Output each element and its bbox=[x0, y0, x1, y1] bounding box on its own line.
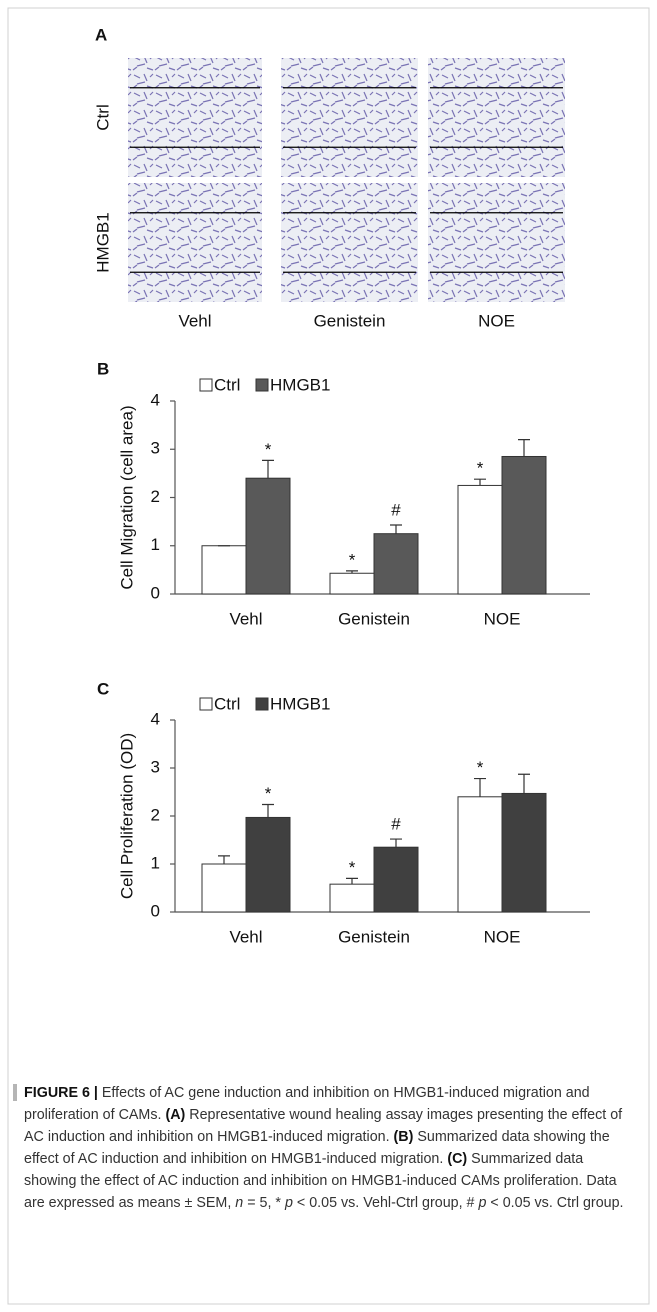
row-label: Ctrl bbox=[93, 104, 112, 130]
significance-mark: # bbox=[391, 500, 401, 519]
bar bbox=[373, 533, 419, 595]
error-bar bbox=[518, 773, 530, 794]
bar bbox=[501, 455, 547, 595]
significance-mark: * bbox=[349, 550, 356, 569]
error-bar bbox=[518, 439, 530, 457]
significance-mark: # bbox=[391, 815, 401, 834]
significance-mark: * bbox=[349, 858, 356, 877]
x-tick-label: Vehl bbox=[229, 927, 262, 946]
bar bbox=[457, 484, 503, 595]
significance-mark: * bbox=[477, 758, 484, 777]
error-bar bbox=[346, 570, 358, 574]
x-tick-label: NOE bbox=[484, 927, 521, 946]
bar bbox=[501, 792, 547, 913]
micrograph bbox=[428, 183, 565, 302]
error-bar bbox=[346, 877, 358, 885]
y-tick-label: 1 bbox=[151, 853, 160, 872]
legend-label: Ctrl bbox=[214, 694, 240, 713]
caption-text: Representative wound healing assay image… bbox=[24, 1107, 623, 1145]
panel-label: A bbox=[95, 25, 107, 44]
caption-text: p bbox=[284, 1195, 293, 1211]
micrograph bbox=[128, 58, 262, 177]
x-tick-label: Genistein bbox=[338, 609, 410, 628]
bar bbox=[457, 796, 503, 913]
figure-frame bbox=[7, 7, 650, 1305]
legend-swatch bbox=[255, 697, 269, 711]
caption-text: (B) bbox=[393, 1129, 414, 1145]
micrograph bbox=[428, 58, 565, 177]
legend-swatch bbox=[255, 378, 269, 392]
caption-text: (A) bbox=[165, 1107, 186, 1123]
micrograph bbox=[281, 183, 418, 302]
bar bbox=[245, 477, 291, 595]
error-bar bbox=[474, 777, 486, 797]
error-bar bbox=[390, 524, 402, 534]
y-tick-label: 0 bbox=[151, 901, 160, 920]
bar bbox=[329, 572, 375, 595]
y-tick-label: 4 bbox=[151, 390, 160, 409]
panel-label: B bbox=[97, 359, 109, 378]
error-bar bbox=[262, 803, 274, 818]
col-label: Genistein bbox=[314, 311, 386, 330]
caption-bar bbox=[13, 1084, 17, 1101]
legend-label: HMGB1 bbox=[270, 375, 330, 394]
legend-label: Ctrl bbox=[214, 375, 240, 394]
caption-text: n bbox=[235, 1195, 244, 1211]
caption-text: < 0.05 vs. Ctrl group. bbox=[486, 1195, 624, 1211]
error-bar bbox=[218, 855, 230, 864]
x-tick-label: Vehl bbox=[229, 609, 262, 628]
y-tick-label: 2 bbox=[151, 805, 160, 824]
legend-swatch bbox=[199, 378, 213, 392]
y-tick-label: 1 bbox=[151, 535, 160, 554]
significance-mark: * bbox=[265, 440, 272, 459]
row-label: HMGB1 bbox=[93, 212, 112, 272]
caption-text: = 5, * bbox=[243, 1195, 285, 1211]
caption: FIGURE 6 | Effects of AC gene induction … bbox=[24, 1082, 636, 1214]
y-tick-label: 3 bbox=[151, 439, 160, 458]
col-label: NOE bbox=[478, 311, 515, 330]
bar bbox=[201, 863, 247, 913]
error-bar bbox=[390, 838, 402, 848]
y-tick-label: 2 bbox=[151, 487, 160, 506]
caption-text: Summarized data showing the effect of AC… bbox=[24, 1151, 617, 1211]
x-tick-label: NOE bbox=[484, 609, 521, 628]
caption-label: FIGURE 6 | bbox=[24, 1085, 98, 1101]
caption-text: Summarized data showing the effect of AC… bbox=[24, 1129, 610, 1167]
col-label: Vehl bbox=[178, 311, 211, 330]
legend-swatch bbox=[199, 697, 213, 711]
micrograph bbox=[128, 183, 262, 302]
y-tick-label: 0 bbox=[151, 583, 160, 602]
bar bbox=[245, 816, 291, 913]
caption-text: p bbox=[478, 1195, 487, 1211]
y-tick-label: 3 bbox=[151, 757, 160, 776]
caption-text: Effects of AC gene induction and inhibit… bbox=[24, 1085, 590, 1123]
significance-mark: * bbox=[265, 784, 272, 803]
bar bbox=[329, 883, 375, 913]
panel-label: C bbox=[97, 679, 109, 698]
error-bar bbox=[262, 459, 274, 479]
y-tick-label: 4 bbox=[151, 709, 160, 728]
bar bbox=[201, 545, 247, 595]
bar bbox=[373, 846, 419, 913]
y-axis-label: Cell Migration (cell area) bbox=[117, 405, 136, 589]
error-bar bbox=[474, 478, 486, 486]
caption-text: (C) bbox=[447, 1151, 468, 1167]
x-tick-label: Genistein bbox=[338, 927, 410, 946]
y-axis-label: Cell Proliferation (OD) bbox=[117, 733, 136, 899]
caption-text: < 0.05 vs. Vehl-Ctrl group, # bbox=[292, 1195, 479, 1211]
micrograph bbox=[281, 58, 418, 177]
legend-label: HMGB1 bbox=[270, 694, 330, 713]
significance-mark: * bbox=[477, 459, 484, 478]
